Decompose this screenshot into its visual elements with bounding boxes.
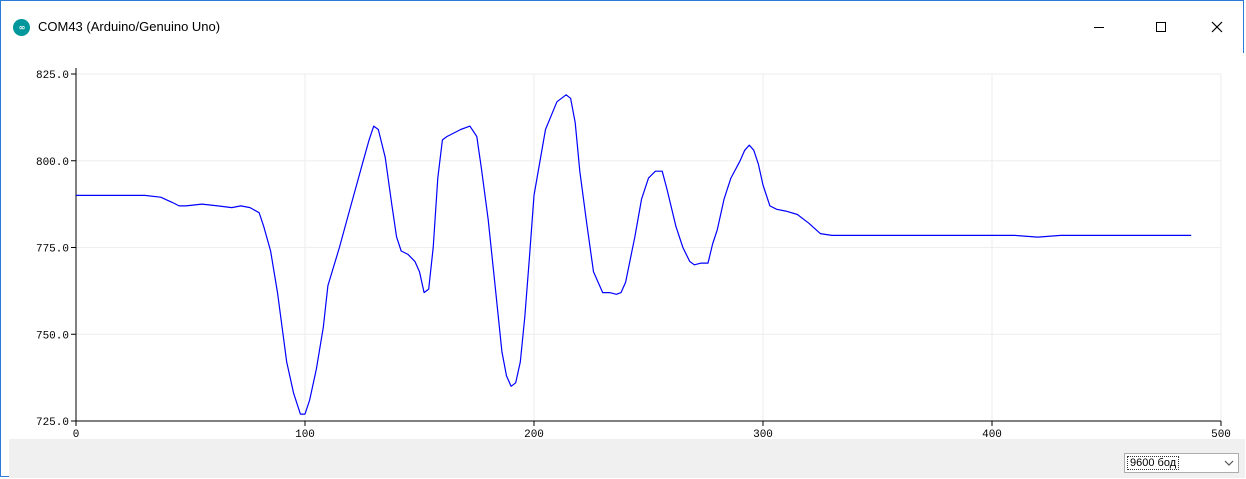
arduino-logo-icon: ∞ <box>13 19 30 36</box>
baud-rate-value: 9600 бод <box>1126 456 1180 470</box>
y-tick-label: 825.0 <box>36 70 69 82</box>
x-tick-label: 200 <box>524 429 544 439</box>
serial-plot-chart: 0 100 200 300 400 500 725.0 750.0 775.0 800.0 825.… <box>36 68 1231 441</box>
series-line <box>76 94 1192 415</box>
minimize-button[interactable] <box>1076 9 1122 45</box>
minimize-icon <box>1094 27 1104 28</box>
y-tick-label: 725.0 <box>36 417 69 429</box>
maximize-icon <box>1156 22 1166 32</box>
window-title: COM43 (Arduino/Genuino Uno) <box>38 19 221 34</box>
x-tick-label: 100 <box>295 429 315 439</box>
chevron-down-icon <box>1224 460 1234 466</box>
close-button[interactable] <box>1194 9 1240 45</box>
close-icon <box>1211 21 1223 33</box>
title-bar[interactable]: ∞ COM43 (Arduino/Genuino Uno) <box>1 1 1243 53</box>
footer-bar: 9600 бод <box>9 439 1245 478</box>
x-tick-label: 0 <box>73 429 80 439</box>
plot-area: 0 100 200 300 400 500 725.0 750.0 775.0 800.0 825.… <box>1 53 1245 441</box>
y-tick-label: 750.0 <box>36 330 69 342</box>
y-tick-label: 775.0 <box>36 244 69 256</box>
baud-rate-select[interactable]: 9600 бод <box>1124 453 1239 473</box>
x-tick-label: 400 <box>982 429 1002 439</box>
x-tick-label: 500 <box>1211 429 1231 439</box>
x-tick-label: 300 <box>753 429 773 439</box>
y-tick-label: 800.0 <box>36 157 69 169</box>
maximize-button[interactable] <box>1138 9 1184 45</box>
